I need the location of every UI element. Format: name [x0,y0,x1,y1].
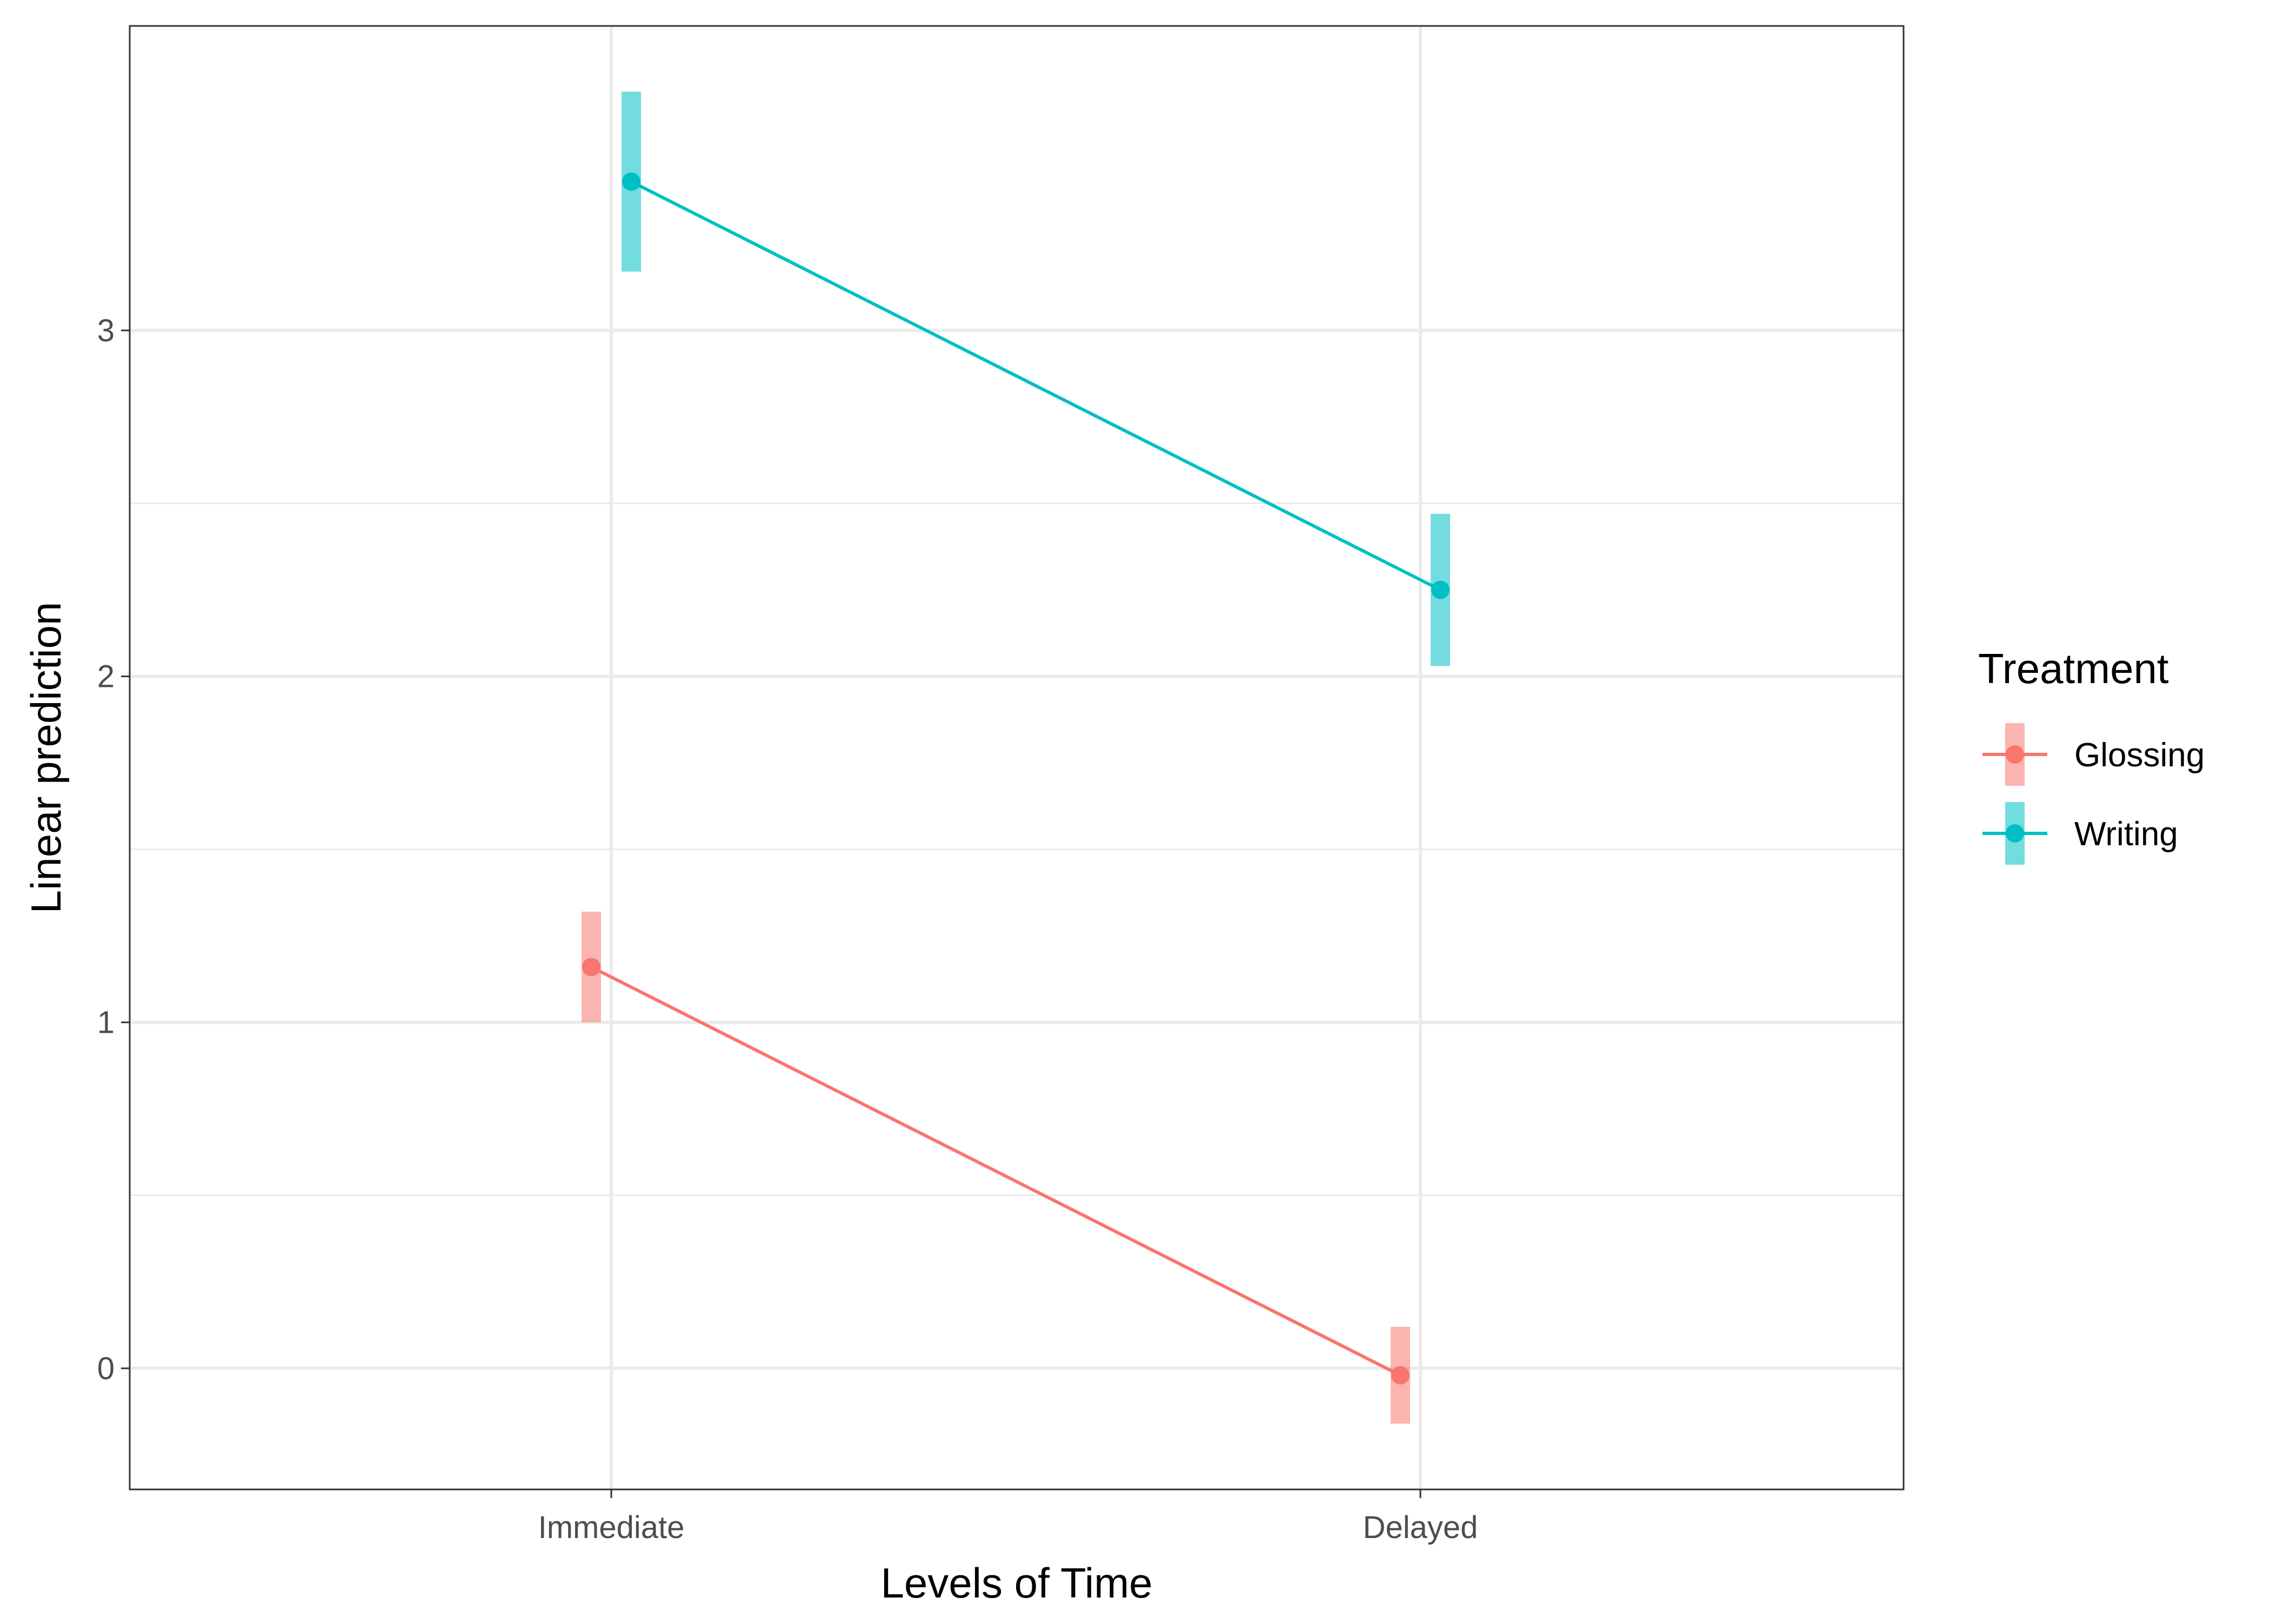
data-point-glossing [1391,1366,1410,1385]
y-tick-label: 0 [97,1351,115,1386]
legend-key-point-glossing [2006,745,2024,764]
y-tick-label: 3 [97,313,115,348]
x-tick-label: Delayed [1363,1510,1478,1545]
x-tick-label: Immediate [538,1510,685,1545]
legend-items: Glossing Writing [1982,723,2205,865]
series-line-glossing [590,965,1401,1377]
series-line-writing [630,180,1441,592]
legend-key-point-writing [2006,824,2024,843]
legend-label-writing: Writing [2074,816,2178,853]
legend: Treatment Glossing Writing [1978,645,2205,865]
data-point-writing [622,172,640,191]
data-point-writing [1431,580,1450,599]
data-point-glossing [582,958,600,977]
legend-title: Treatment [1978,645,2169,692]
data-layer [582,91,1450,1424]
x-axis-title: Levels of Time [881,1559,1153,1607]
grid-layer [130,26,1904,1489]
y-tick-label: 2 [97,659,115,694]
plot-panel-border [129,25,1905,1491]
axis-layer: 0 1 2 3 Immediate Delayed [97,313,1478,1545]
y-tick-label: 1 [97,1005,115,1040]
legend-label-glossing: Glossing [2074,737,2205,774]
y-axis-title: Linear prediction [22,602,70,914]
